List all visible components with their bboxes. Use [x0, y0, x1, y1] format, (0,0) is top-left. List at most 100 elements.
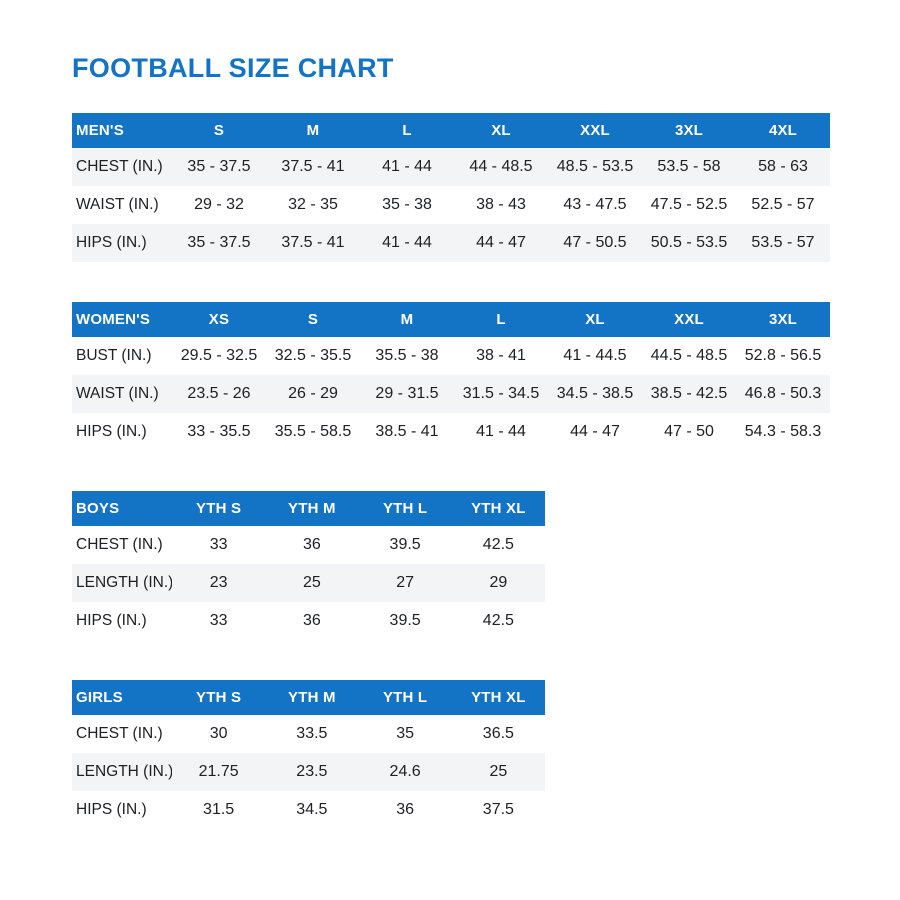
value-cell: 47 - 50 — [664, 423, 714, 440]
value-cell: 47 - 50.5 — [563, 234, 627, 251]
value-cell: 32 - 35 — [288, 196, 338, 213]
value-cell: 42.5 — [482, 612, 514, 629]
size-table-mens: MEN'S S M L XL XXL 3XL 4XL CHEST (IN.) 35 - 37.5 3… — [72, 113, 830, 262]
value-cell: 42.5 — [482, 536, 514, 553]
value-cell: 53.5 - 57 — [751, 234, 815, 251]
value-cell: 46.8 - 50.3 — [744, 385, 822, 402]
value-cell: 34.5 — [296, 801, 328, 818]
mens-header-row: MEN'S S M L XL XXL 3XL 4XL — [72, 113, 830, 148]
value-cell: 29 - 32 — [194, 196, 244, 213]
table-row: WAIST (IN.) 29 - 32 32 - 35 35 - 38 38 - 43 4… — [72, 186, 830, 224]
boys-header-row: BOYS YTH S YTH M YTH L YTH XL — [72, 491, 545, 526]
womens-table-title: WOMEN'S — [76, 311, 151, 328]
row-label: CHEST (IN.) — [76, 158, 163, 175]
row-label: CHEST (IN.) — [76, 725, 163, 742]
value-cell: 41 - 44.5 — [563, 347, 627, 364]
womens-header-row: WOMEN'S XS S M L XL XXL 3XL — [72, 302, 830, 337]
boys-table-title: BOYS — [76, 500, 120, 517]
column-header: XXL — [580, 122, 610, 139]
column-header: YTH S — [196, 689, 242, 706]
value-cell: 25 — [489, 763, 508, 780]
girls-header-row: GIRLS YTH S YTH M YTH L YTH XL — [72, 680, 545, 715]
value-cell: 30 — [209, 725, 228, 742]
value-cell: 26 - 29 — [288, 385, 338, 402]
column-header: XL — [585, 311, 605, 328]
value-cell: 23.5 - 26 — [187, 385, 251, 402]
value-cell: 21.75 — [198, 763, 239, 780]
column-header: XXL — [674, 311, 704, 328]
value-cell: 44 - 47 — [476, 234, 526, 251]
value-cell: 58 - 63 — [758, 158, 808, 175]
value-cell: 53.5 - 58 — [657, 158, 721, 175]
value-cell: 35 — [396, 725, 415, 742]
value-cell: 23.5 — [296, 763, 328, 780]
column-header: M — [400, 311, 414, 328]
value-cell: 24.6 — [389, 763, 421, 780]
column-header: S — [307, 311, 319, 328]
value-cell: 37.5 - 41 — [281, 158, 345, 175]
value-cell: 35 - 37.5 — [187, 234, 251, 251]
value-cell: 33.5 — [296, 725, 328, 742]
row-label: CHEST (IN.) — [76, 536, 163, 553]
value-cell: 32.5 - 35.5 — [274, 347, 352, 364]
row-label: LENGTH (IN.) — [76, 763, 172, 780]
column-header: XS — [208, 311, 230, 328]
value-cell: 38 - 41 — [476, 347, 526, 364]
value-cell: 33 — [209, 612, 228, 629]
value-cell: 38.5 - 41 — [375, 423, 439, 440]
value-cell: 47.5 - 52.5 — [650, 196, 728, 213]
value-cell: 36 — [302, 536, 321, 553]
column-header: YTH S — [196, 500, 242, 517]
girls-table-title: GIRLS — [76, 689, 123, 706]
value-cell: 27 — [396, 574, 415, 591]
value-cell: 44 - 47 — [570, 423, 620, 440]
value-cell: 38.5 - 42.5 — [650, 385, 728, 402]
value-cell: 36 — [396, 801, 415, 818]
column-header: YTH XL — [471, 500, 526, 517]
column-header: YTH M — [288, 500, 336, 517]
value-cell: 37.5 - 41 — [281, 234, 345, 251]
row-label: WAIST (IN.) — [76, 385, 159, 402]
column-header: S — [213, 122, 225, 139]
size-table-womens: WOMEN'S XS S M L XL XXL 3XL BUST (IN.) 29.5 - 32.… — [72, 302, 830, 451]
row-label: HIPS (IN.) — [76, 612, 147, 629]
value-cell: 54.3 - 58.3 — [744, 423, 822, 440]
value-cell: 37.5 — [482, 801, 514, 818]
value-cell: 48.5 - 53.5 — [556, 158, 634, 175]
page-title: FOOTBALL SIZE CHART — [72, 53, 394, 83]
row-label: HIPS (IN.) — [76, 801, 147, 818]
value-cell: 29 — [489, 574, 508, 591]
column-header: YTH L — [382, 689, 428, 706]
value-cell: 43 - 47.5 — [563, 196, 627, 213]
row-label: LENGTH (IN.) — [76, 574, 172, 591]
mens-table-title: MEN'S — [76, 122, 124, 139]
column-header: L — [402, 122, 412, 139]
column-header: XL — [491, 122, 511, 139]
table-row: WAIST (IN.) 23.5 - 26 26 - 29 29 - 31.5 31.5… — [72, 375, 830, 413]
value-cell: 41 - 44 — [476, 423, 526, 440]
column-header: 3XL — [674, 122, 704, 139]
value-cell: 36 — [302, 612, 321, 629]
value-cell: 29.5 - 32.5 — [180, 347, 258, 364]
column-header: M — [306, 122, 320, 139]
table-row: BUST (IN.) 29.5 - 32.5 32.5 - 35.5 35.5 - 3… — [72, 337, 830, 375]
table-row: HIPS (IN.) 33 36 39.5 42.5 — [72, 602, 545, 640]
value-cell: 33 - 35.5 — [187, 423, 251, 440]
value-cell: 52.5 - 57 — [751, 196, 815, 213]
value-cell: 52.8 - 56.5 — [744, 347, 822, 364]
value-cell: 25 — [302, 574, 321, 591]
value-cell: 41 - 44 — [382, 158, 432, 175]
value-cell: 33 — [209, 536, 228, 553]
row-label: WAIST (IN.) — [76, 196, 159, 213]
size-table-girls: GIRLS YTH S YTH M YTH L YTH XL CHEST (IN.) 30 3… — [72, 680, 545, 829]
row-label: HIPS (IN.) — [76, 234, 147, 251]
column-header: L — [496, 311, 506, 328]
value-cell: 44 - 48.5 — [469, 158, 533, 175]
column-header: 4XL — [768, 122, 798, 139]
table-row: HIPS (IN.) 35 - 37.5 37.5 - 41 41 - 44 44 - … — [72, 224, 830, 262]
value-cell: 41 - 44 — [382, 234, 432, 251]
value-cell: 44.5 - 48.5 — [650, 347, 728, 364]
value-cell: 31.5 — [203, 801, 235, 818]
value-cell: 35.5 - 58.5 — [274, 423, 352, 440]
